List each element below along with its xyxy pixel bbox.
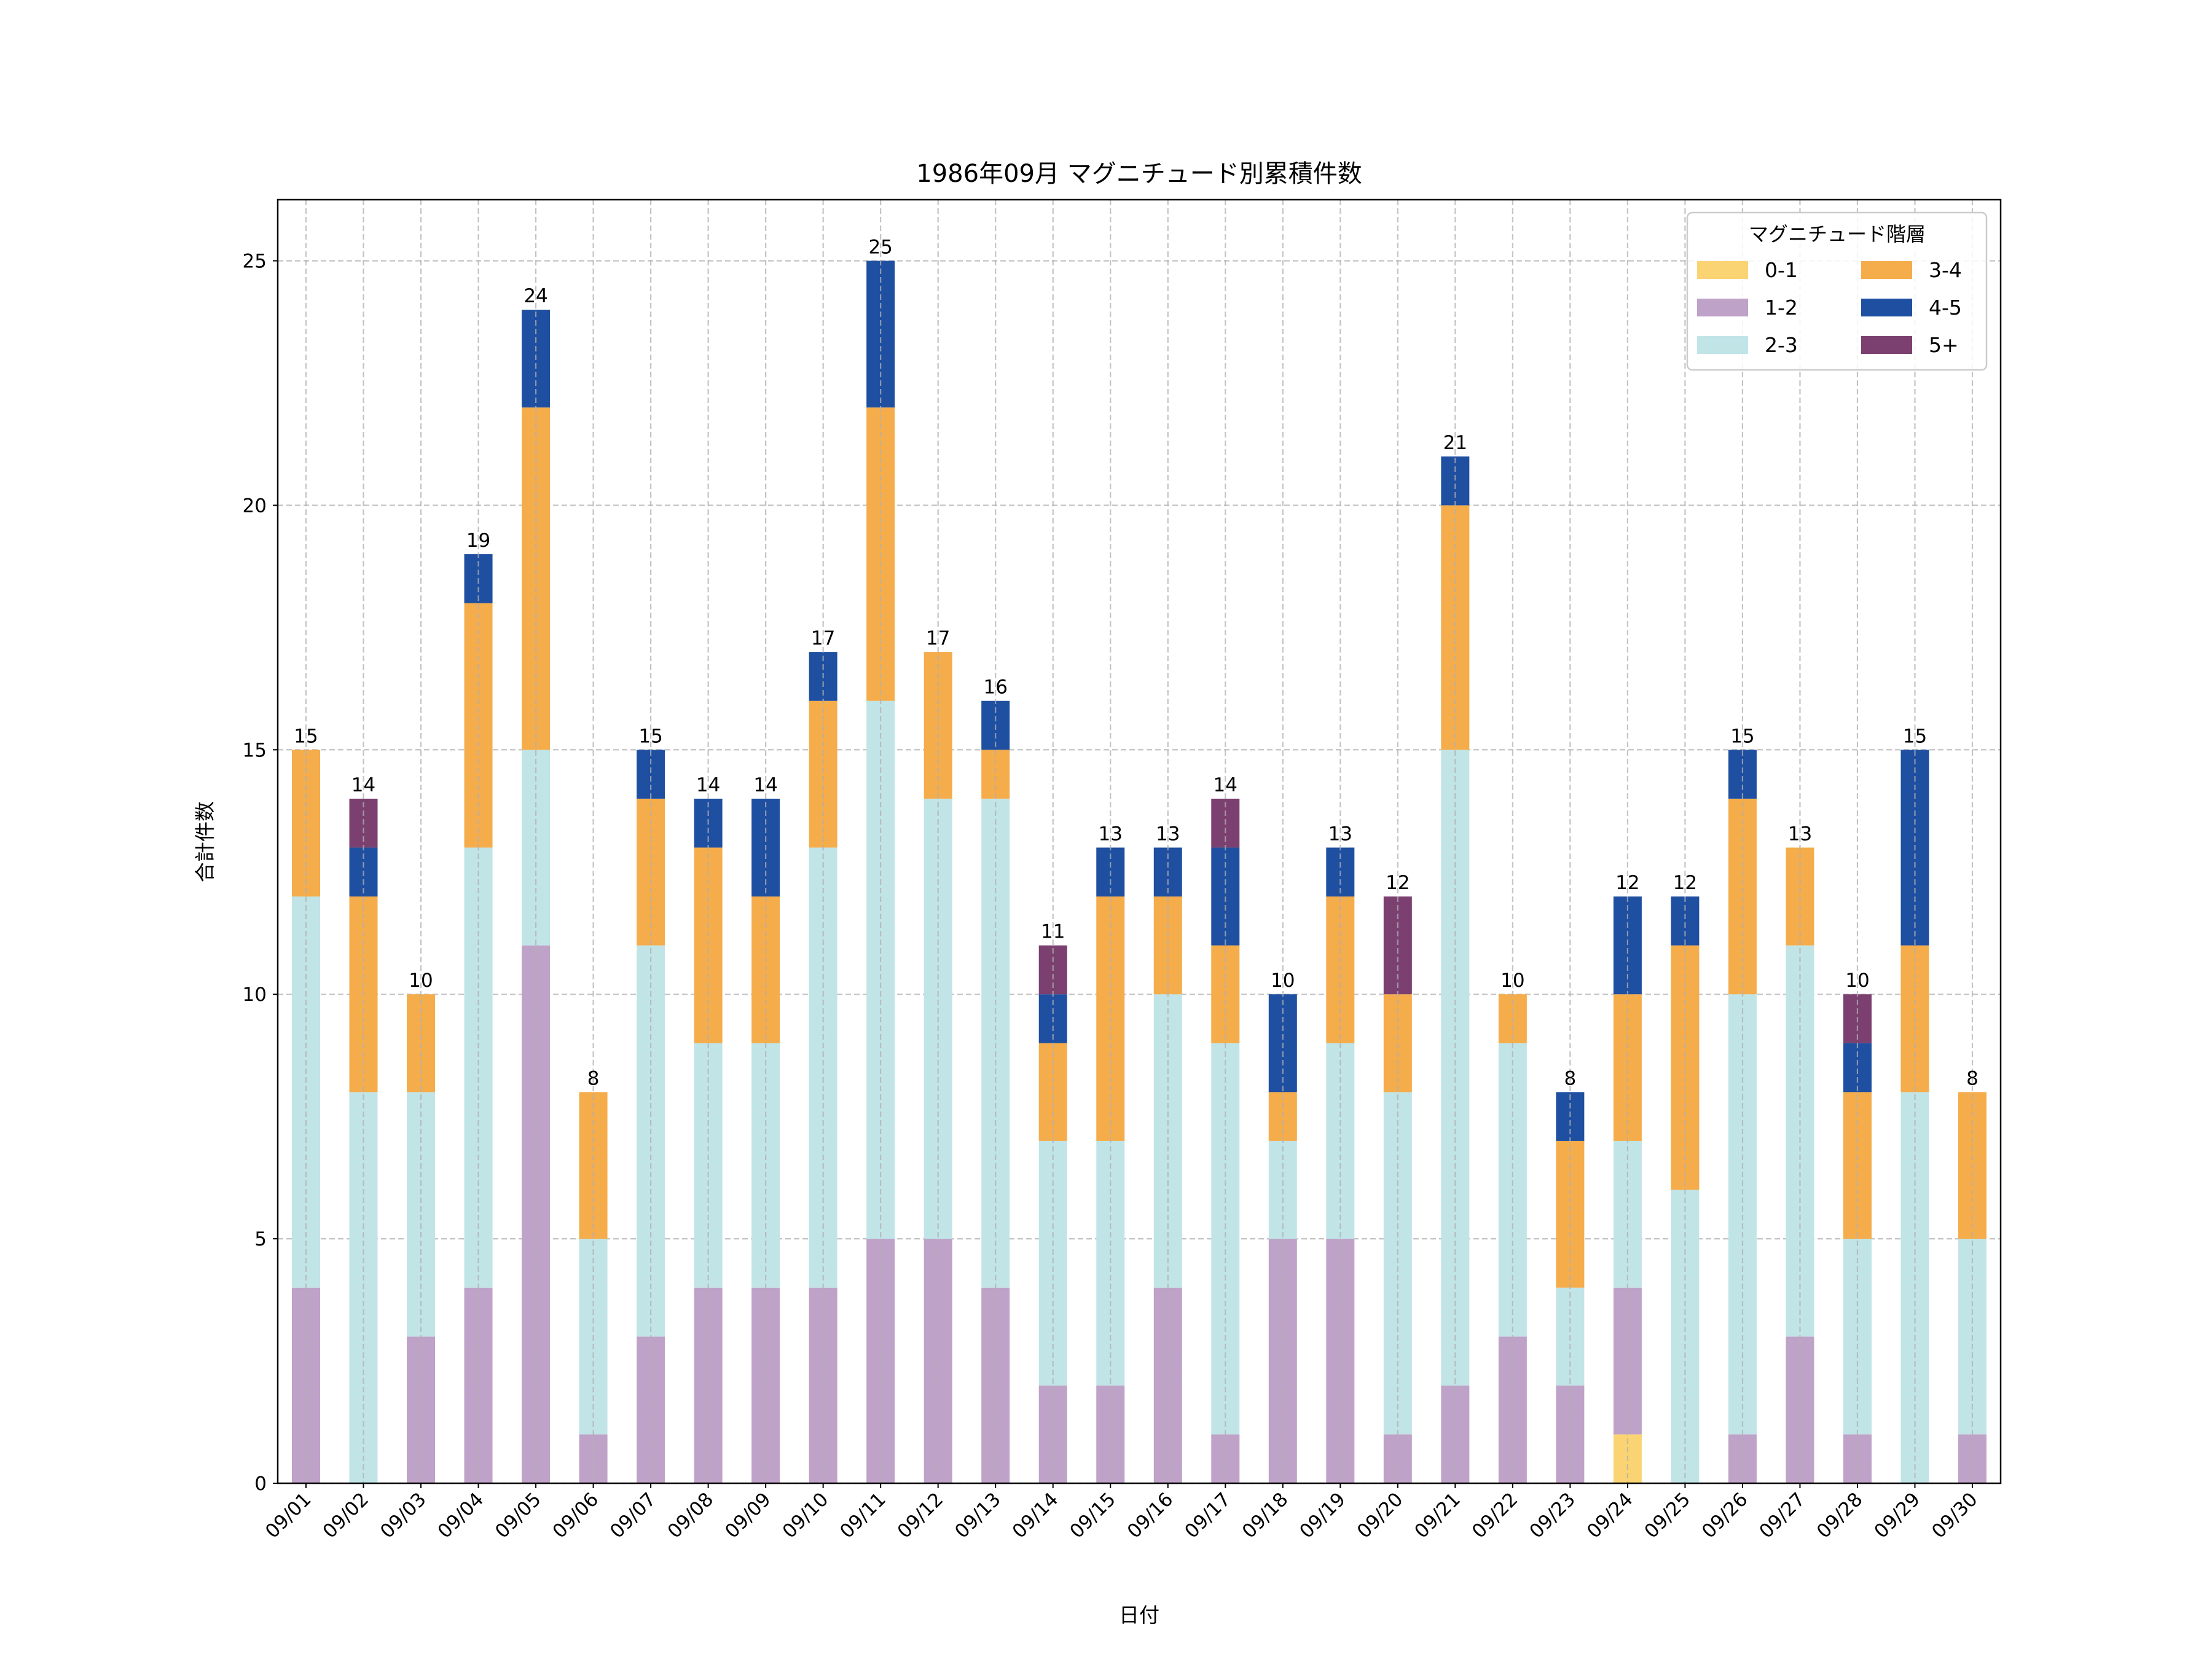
bar-segment-3-4	[809, 700, 837, 848]
total-label: 15	[638, 725, 662, 747]
bar-segment-1-2	[1153, 1287, 1182, 1483]
bar-segment-1-2	[407, 1336, 436, 1483]
bar-segment-5+	[1383, 896, 1412, 995]
total-label: 8	[1564, 1067, 1577, 1089]
total-label: 21	[1443, 432, 1467, 454]
legend-swatch-1-2	[1697, 299, 1748, 316]
total-label: 25	[868, 236, 892, 258]
total-label: 14	[753, 774, 777, 796]
total-label: 10	[1500, 970, 1524, 992]
total-label: 10	[1271, 970, 1295, 992]
bar-segment-4-5	[1728, 750, 1757, 799]
bar-segment-1-2	[694, 1287, 723, 1483]
total-label: 10	[1845, 970, 1869, 992]
bar-segment-4-5	[637, 750, 665, 799]
bar-segment-2-3	[809, 847, 837, 1288]
total-label: 14	[1214, 774, 1237, 796]
bar-segment-3-4	[1153, 896, 1182, 995]
total-label: 13	[1099, 823, 1123, 845]
total-label: 17	[926, 627, 950, 649]
total-labels: 15 14 10 19 24 8 15 14 14 17 25 17 16 11 13 13 14 10 13 12 2…	[294, 236, 1979, 1089]
total-label: 8	[1966, 1067, 1979, 1089]
total-label: 13	[1156, 823, 1180, 845]
legend-swatch-2-3	[1697, 336, 1748, 354]
legend-label-2-3: 2-3	[1765, 333, 1798, 357]
bar-segment-1-2	[292, 1287, 320, 1483]
bar-segment-1-2	[1498, 1336, 1527, 1483]
bar-segment-1-2	[637, 1336, 665, 1483]
total-label: 14	[351, 774, 375, 796]
bar-segment-4-5	[1671, 896, 1700, 946]
legend-label-4-5: 4-5	[1929, 296, 1962, 320]
total-label: 12	[1615, 872, 1639, 894]
bar-segment-3-4	[981, 750, 1010, 799]
legend-swatch-3-4	[1861, 261, 1912, 279]
y-axis: 0 5 10 15 20 25	[243, 250, 278, 1495]
bar-segment-4-5	[1613, 896, 1642, 995]
bar-segment-3-4	[694, 847, 723, 1043]
total-label: 11	[1041, 921, 1065, 943]
bar-segment-4-5	[1441, 456, 1470, 506]
bar-segment-1-2	[1786, 1336, 1814, 1483]
total-label: 15	[294, 725, 318, 747]
total-label: 14	[696, 774, 720, 796]
total-label: 17	[811, 627, 835, 649]
total-label: 12	[1673, 872, 1697, 894]
chart-title: 1986年09月 マグニチュード別累積件数	[916, 160, 1362, 188]
legend-swatch-0-1	[1697, 261, 1748, 279]
y-tick-label: 0	[254, 1473, 267, 1495]
legend-swatch-5+	[1861, 336, 1912, 354]
bar-segment-4-5	[1843, 1043, 1872, 1092]
total-label: 12	[1386, 872, 1410, 894]
total-label: 15	[1903, 725, 1927, 747]
y-tick-label: 10	[243, 984, 267, 1006]
y-axis-label: 合計件数	[193, 801, 217, 882]
total-label: 8	[587, 1067, 600, 1089]
bar-segment-1-2	[751, 1287, 780, 1483]
total-label: 24	[524, 285, 547, 307]
legend-swatch-4-5	[1861, 299, 1912, 316]
bar-segment-3-4	[1671, 945, 1700, 1190]
bar-segment-2-3	[1211, 1043, 1240, 1435]
bar-segment-3-4	[1441, 505, 1470, 750]
bar-segment-2-3	[464, 847, 493, 1288]
bar-segment-1-2	[809, 1287, 837, 1483]
bar-segment-1-2	[464, 1287, 493, 1483]
y-tick-label: 15	[243, 739, 267, 761]
bar-segment-3-4	[1038, 1043, 1067, 1141]
legend-label-5+: 5+	[1929, 333, 1959, 357]
legend: マグニチュード階層 0-1 1-2 2-3 3-4 4-5 5+	[1686, 211, 1988, 371]
total-label: 13	[1328, 823, 1352, 845]
total-label: 15	[1730, 725, 1754, 747]
bar-segment-2-3	[1613, 1140, 1642, 1288]
grid-overlay	[305, 200, 1974, 1483]
total-label: 16	[983, 677, 1007, 699]
y-tick-label: 5	[254, 1228, 267, 1250]
bar-segment-3-4	[1613, 994, 1642, 1141]
y-tick-label: 25	[243, 250, 267, 272]
bar-segment-1-2	[981, 1287, 1010, 1483]
bar-segment-3-4	[1556, 1140, 1585, 1288]
legend-title: マグニチュード階層	[1749, 222, 1926, 246]
x-axis-label: 日付	[1119, 1603, 1159, 1627]
legend-label-3-4: 3-4	[1929, 258, 1962, 282]
y-tick-label: 20	[243, 495, 267, 517]
total-label: 10	[409, 970, 433, 992]
bar-segment-2-3	[292, 896, 320, 1288]
total-label: 19	[466, 530, 490, 552]
legend-frame	[1686, 211, 1988, 371]
legend-label-0-1: 0-1	[1765, 258, 1798, 282]
legend-label-1-2: 1-2	[1765, 296, 1798, 320]
total-label: 13	[1788, 823, 1812, 845]
plot-frame	[276, 198, 2002, 1484]
